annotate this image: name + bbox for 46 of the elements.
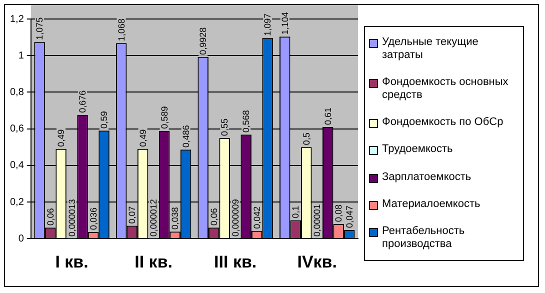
data-label: 0,676 [78, 90, 88, 113]
y-tick-label: 0,6 [10, 124, 24, 135]
data-label: 0,61 [322, 107, 333, 125]
y-tick-label: 0,2 [10, 196, 24, 208]
data-label: 0,036 [88, 207, 98, 230]
data-label: 0,5 [301, 132, 312, 146]
data-label: 0,08 [334, 204, 344, 222]
data-label: 0,568 [241, 110, 252, 133]
legend-label: Трудоемкость [382, 143, 453, 156]
data-label: 0,00001 [312, 204, 322, 237]
data-label: 0,59 [99, 111, 110, 129]
data-label: 0,000012 [148, 199, 159, 237]
legend-label: Фондоемкость по ОбСр [382, 116, 504, 130]
data-label: 0,589 [159, 106, 170, 129]
data-label: 0,06 [208, 208, 219, 226]
data-label: 1,075 [34, 17, 45, 40]
data-label: 1,068 [116, 18, 126, 42]
data-label: 0,000013 [66, 199, 77, 237]
data-label: 0,49 [138, 129, 148, 147]
legend-label: Фондоемкость основных средств [382, 76, 510, 102]
y-tick-label: 1,2 [10, 14, 24, 25]
data-label: 0,038 [170, 207, 180, 230]
data-label: 0,07 [127, 206, 138, 224]
x-tick-label: II кв. [134, 252, 172, 272]
legend-label: Рентабельность производства [382, 224, 466, 251]
data-label: 0,042 [252, 206, 262, 229]
data-label: 0,000009 [230, 199, 240, 237]
data-label: 0,55 [220, 118, 230, 136]
data-label: 0,06 [45, 208, 56, 226]
legend-label: Зарплатоемкость [382, 170, 472, 184]
x-tick-label: I кв. [55, 252, 88, 272]
data-label: 0,1 [290, 206, 301, 218]
data-label: 0,49 [56, 129, 66, 147]
data-label: 1,104 [280, 12, 290, 35]
y-tick-label: 0,8 [10, 86, 24, 98]
y-tick-label: 0,4 [10, 160, 24, 172]
legend-label: Удельные текущие затраты [382, 36, 480, 62]
data-label: 0,486 [180, 125, 191, 148]
legend-label: Материалоемкость [382, 198, 480, 211]
data-label: 0,9928 [198, 27, 208, 55]
x-tick-label: III кв. [214, 252, 257, 272]
data-label: 0,047 [344, 205, 354, 228]
data-label: 1,097 [262, 13, 273, 36]
y-tick-label: 1 [18, 50, 24, 62]
x-tick-label: IVкв. [297, 252, 337, 272]
y-tick-label: 0 [18, 233, 24, 244]
